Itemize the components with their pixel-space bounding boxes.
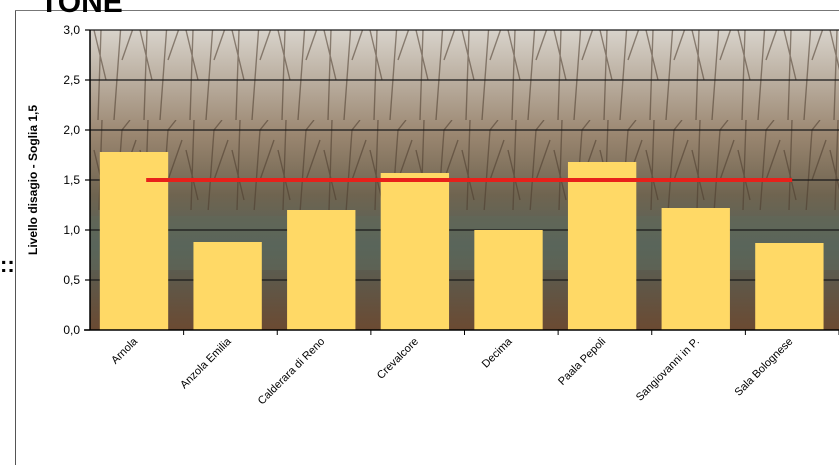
page-heading: TONE [40,0,123,19]
y-tick-label: 2,0 [63,123,80,137]
x-tick-label: Anzola Emilia [178,335,234,391]
bars [99,152,824,330]
bar [567,162,637,330]
y-tick-label: 1,0 [63,223,80,237]
x-tick-label: Sangiovanni in P. [634,336,702,404]
y-tick-label: 1,5 [63,173,80,187]
y-tick-label: 2,5 [63,73,80,87]
bar [474,230,543,330]
bar [661,208,730,330]
frame-left-border [15,10,16,465]
x-tick-label: Sala Bolognese [733,336,796,399]
bar [755,243,824,330]
y-axis-label-group: Livello disagio - Soglia 1,5 [26,105,40,255]
x-tick-label: Decima [480,335,515,370]
x-ticks: Arnola Anzola Emilia Calderara di Reno Crev… [109,330,839,407]
x-tick-label: Arnola [109,335,141,367]
bar [287,210,356,330]
x-tick-label: Calderara di Reno [256,336,328,408]
photo-trees [90,30,839,210]
bar [193,242,262,330]
y-tick-label: 3,0 [63,23,80,37]
y-tick-label: 0,5 [63,273,80,287]
x-tick-label: Paala Pepoli [556,336,608,388]
y-axis-label: Livello disagio - Soglia 1,5 [26,105,40,255]
side-glyph: :: [0,252,15,277]
frame-top-border [15,10,839,11]
x-tick-label: Crevalcore [375,336,421,382]
bar [380,173,450,330]
y-ticks: 0,0 0,5 1,0 1,5 2,0 2,5 3,0 [63,23,90,337]
y-tick-label: 0,0 [63,323,80,337]
